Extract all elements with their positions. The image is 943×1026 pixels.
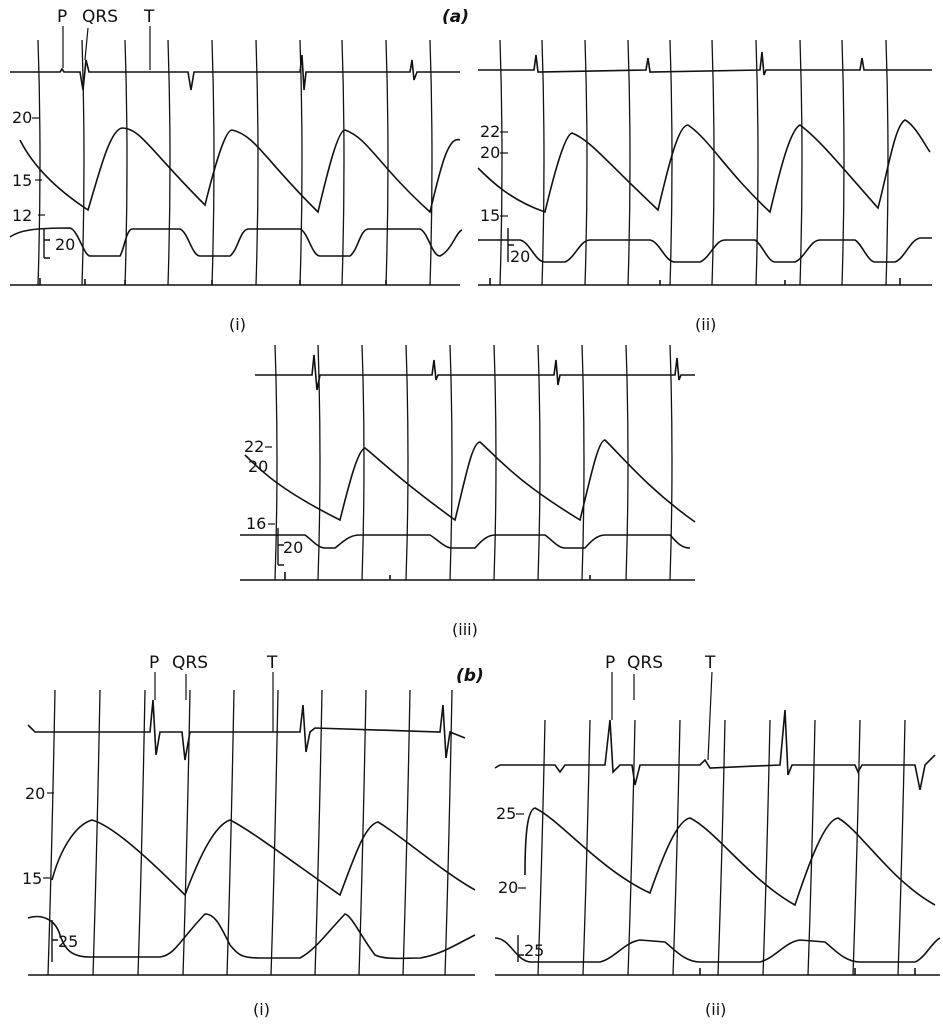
ecg-annotation-lines <box>611 671 713 761</box>
pressure-tick-marks <box>43 792 54 879</box>
baseline-trace <box>478 278 932 286</box>
pressure-tick-marks <box>500 131 508 217</box>
volume-label: 20 <box>55 235 75 254</box>
volume-scale-bracket <box>517 935 524 962</box>
ecg-label-p: P <box>57 7 67 27</box>
pressure-tick-marks <box>32 117 45 216</box>
volume-trace <box>494 937 941 963</box>
ecg-label-qrs: QRS <box>627 653 663 673</box>
pressure-tick-15: 15 <box>480 206 500 225</box>
volume-trace <box>240 534 691 549</box>
baseline-trace <box>240 572 695 581</box>
ecg-label-p: P <box>149 653 159 673</box>
volume-trace <box>9 227 463 257</box>
pressure-tick-22: 22 <box>244 437 264 456</box>
volume-trace <box>27 913 476 960</box>
ecg-label-t: T <box>266 653 278 673</box>
pressure-tick-15: 15 <box>22 869 42 888</box>
volume-label: 20 <box>283 538 303 557</box>
panel-b-ii: P QRS T 25 20 25 (ii) <box>494 653 941 1019</box>
pressure-tick-20: 20 <box>25 784 45 803</box>
pressure-trace <box>244 439 696 523</box>
pressure-tick-20: 20 <box>480 143 500 162</box>
volume-scale-bracket <box>43 228 50 259</box>
panel-caption: (i) <box>253 1000 270 1019</box>
panel-a-ii: 22 20 15 20 (ii) <box>477 39 932 334</box>
ecg-label-p: P <box>605 653 615 673</box>
ecg-trace <box>27 699 466 761</box>
volume-trace <box>478 237 932 263</box>
pressure-tick-marks <box>265 446 275 525</box>
ecg-trace <box>478 51 932 76</box>
ecg-label-qrs: QRS <box>172 653 208 673</box>
timing-lines <box>274 344 673 581</box>
panel-caption: (ii) <box>695 315 716 334</box>
volume-label: 25 <box>524 941 544 960</box>
part-b-label: (b) <box>456 666 484 686</box>
part-a-label: (a) <box>442 7 469 27</box>
pressure-tick-12: 12 <box>12 206 32 225</box>
pressure-trace <box>477 119 931 214</box>
panel-b-i: P QRS T (b) 20 15 25 (i) <box>22 653 484 1019</box>
pressure-tick-20: 20 <box>248 457 268 476</box>
pressure-tick-marks <box>516 813 526 889</box>
pressure-trace <box>524 807 936 907</box>
volume-label: 25 <box>58 932 78 951</box>
pressure-tick-22: 22 <box>480 122 500 141</box>
ecg-trace <box>255 354 695 391</box>
ecg-trace <box>494 709 936 791</box>
ecg-annotation-lines <box>154 672 274 732</box>
pressure-tick-15: 15 <box>12 171 32 190</box>
volume-scale-bracket <box>51 920 58 962</box>
ecg-trace <box>10 54 460 91</box>
pressure-trace <box>51 819 476 897</box>
pressure-trace <box>19 127 461 214</box>
pressure-tick-20: 20 <box>12 108 32 127</box>
ecg-label-t: T <box>143 7 155 27</box>
ecg-label-t: T <box>704 653 716 673</box>
pressure-tick-16: 16 <box>246 514 266 533</box>
panel-caption: (ii) <box>705 1000 726 1019</box>
baseline-trace <box>495 968 940 976</box>
pressure-tick-20: 20 <box>498 878 518 897</box>
pressure-tick-25: 25 <box>496 804 516 823</box>
baseline-trace <box>10 278 460 286</box>
panel-a-i: P QRS T (a) 20 15 12 20 (i) <box>9 7 469 334</box>
volume-scale-bracket <box>277 528 284 566</box>
panel-caption: (iii) <box>452 620 478 639</box>
panel-a-iii: 22 20 16 20 (iii) <box>240 344 696 639</box>
volume-label: 20 <box>510 247 530 266</box>
timing-lines <box>537 719 906 976</box>
volume-scale-bracket <box>507 228 514 262</box>
panel-caption: (i) <box>229 315 246 334</box>
ecg-annotation-lines <box>62 26 151 70</box>
ecg-label-qrs: QRS <box>82 7 118 27</box>
